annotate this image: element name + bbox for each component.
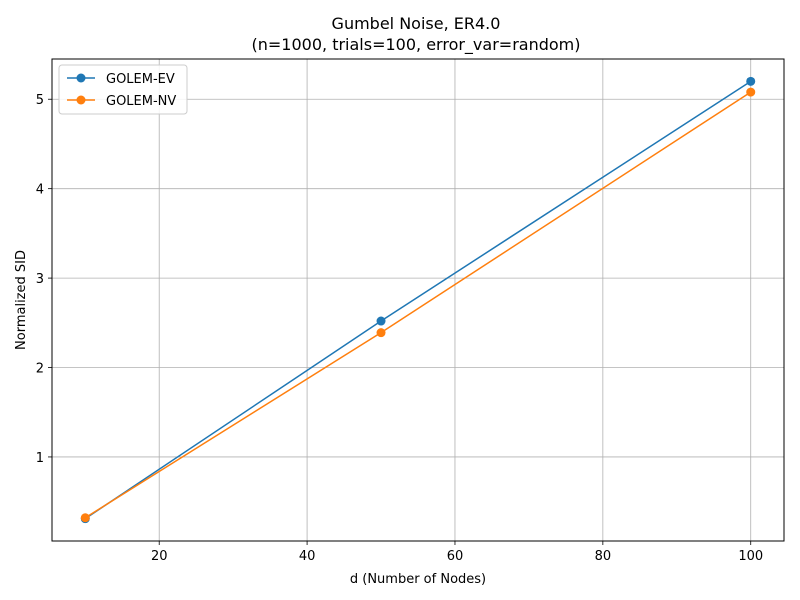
legend-label-golem-ev: GOLEM-EV <box>106 72 175 87</box>
x-tick-label: 80 <box>595 549 612 564</box>
data-point-golem-ev <box>746 76 756 86</box>
x-axis-label: d (Number of Nodes) <box>350 572 486 587</box>
x-tick-label: 60 <box>447 549 464 564</box>
series-line-golem-nv <box>84 91 752 519</box>
y-tick-label: 2 <box>36 362 44 377</box>
y-tick-label: 4 <box>36 183 44 198</box>
data-point-golem-nv <box>746 87 756 97</box>
data-point-golem-nv <box>80 513 90 523</box>
y-tick-label: 1 <box>36 451 44 466</box>
y-tick-label: 5 <box>36 93 44 108</box>
legend-marker-golem-nv <box>76 95 86 105</box>
legend-label-golem-nv: GOLEM-NV <box>106 94 176 109</box>
data-point-golem-nv <box>376 328 386 338</box>
y-axis-label: Normalized SID <box>14 250 29 350</box>
series-line-golem-ev <box>84 80 752 520</box>
data-point-golem-ev <box>376 316 386 326</box>
series-layer <box>80 76 756 524</box>
y-tick-label: 3 <box>36 272 44 287</box>
axis-ticks: 20 40 60 80 100 1 2 3 4 5 <box>36 93 763 564</box>
x-tick-label: 40 <box>299 549 316 564</box>
plot-frame <box>51 58 785 542</box>
x-tick-label: 20 <box>151 549 168 564</box>
grid-lines <box>52 59 784 541</box>
x-tick-label: 100 <box>738 549 763 564</box>
legend: GOLEM-EV GOLEM-NV <box>58 64 188 115</box>
legend-marker-golem-ev <box>76 73 86 83</box>
chart-subtitle: (n=1000, trials=100, error_var=random) <box>252 35 581 55</box>
chart-title: Gumbel Noise, ER4.0 <box>332 14 501 33</box>
